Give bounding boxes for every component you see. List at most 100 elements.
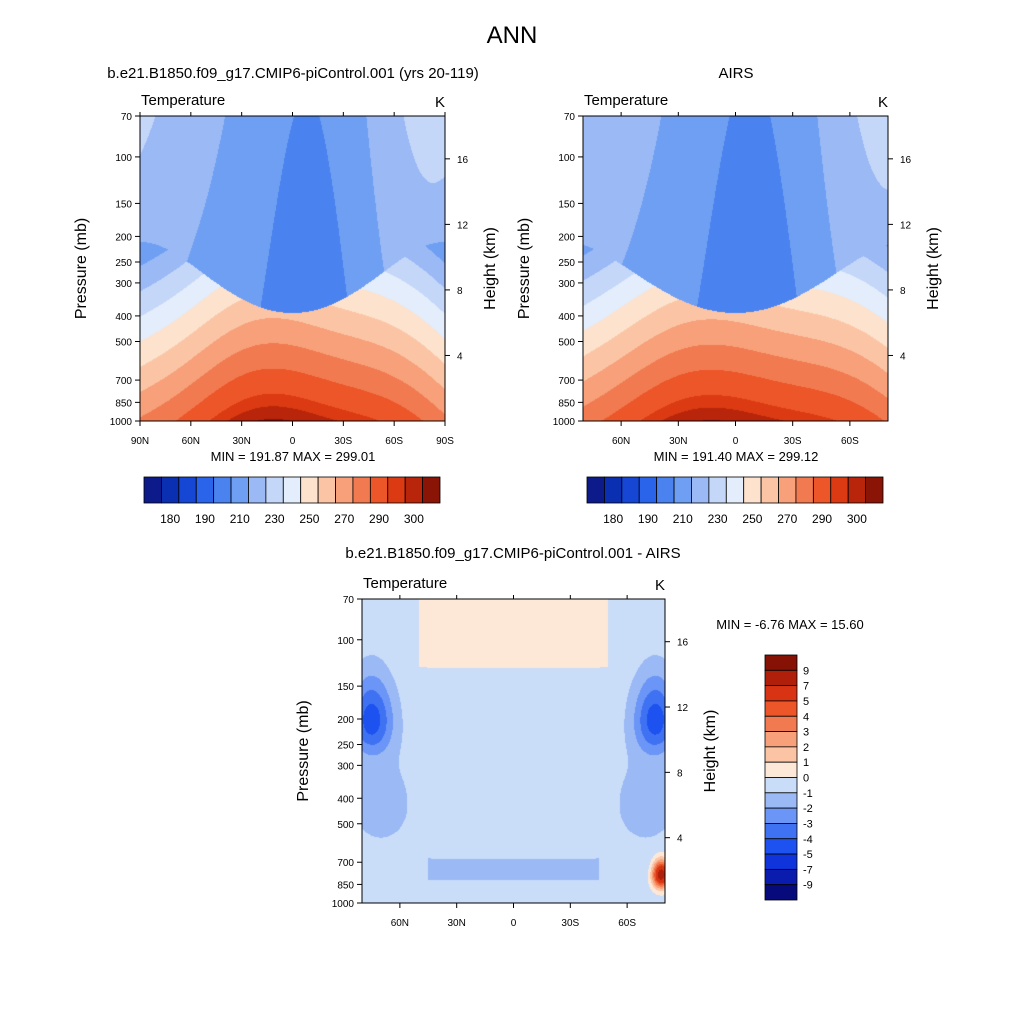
diff-pressure-tick: 850 bbox=[337, 880, 354, 891]
model-pressure-tick: 70 bbox=[121, 112, 133, 123]
model-colorbar-swatch bbox=[404, 476, 423, 504]
diff-colorbar-swatch bbox=[764, 731, 798, 748]
diff-colorbar-label: 1 bbox=[803, 757, 809, 769]
obs-lat-tick: 60S bbox=[841, 436, 859, 447]
model-panel-title: b.e21.B1850.f09_g17.CMIP6-piControl.001 … bbox=[107, 65, 479, 82]
model-colorbar-swatch bbox=[248, 476, 267, 504]
diff-colorbar-swatch bbox=[764, 884, 798, 901]
diff-pressure-tick: 250 bbox=[337, 741, 354, 752]
obs-pressure-tick: 70 bbox=[564, 112, 576, 123]
diff-height-tick: 8 bbox=[677, 768, 683, 779]
diff-ylabel: Pressure (mb) bbox=[295, 700, 312, 801]
diff-height-tick: 16 bbox=[677, 638, 689, 649]
obs-colorbar-swatch bbox=[656, 476, 675, 504]
model-colorbar-swatch bbox=[422, 476, 441, 504]
diff-colorbar-swatch bbox=[764, 746, 798, 763]
obs-height-tick: 8 bbox=[900, 286, 906, 297]
model-lat-tick: 60N bbox=[182, 436, 200, 447]
obs-height-tick: 16 bbox=[900, 155, 912, 166]
model-pressure-tick: 1000 bbox=[110, 417, 133, 428]
diff-colorbar-label: 0 bbox=[803, 773, 809, 785]
model-colorbar-label: 290 bbox=[369, 512, 389, 526]
obs-lat-tick: 30N bbox=[669, 436, 687, 447]
obs-panel-title: AIRS bbox=[718, 65, 753, 82]
diff-pressure-tick: 150 bbox=[337, 682, 354, 693]
obs-pressure-tick: 200 bbox=[558, 232, 575, 243]
model-stats: MIN = 191.87 MAX = 299.01 bbox=[211, 449, 376, 464]
model-colorbar-swatch bbox=[178, 476, 197, 504]
diff-colorbar-swatch bbox=[764, 838, 798, 855]
diff-height-tick: 4 bbox=[677, 834, 683, 845]
model-colorbar-swatch bbox=[317, 476, 336, 504]
model-colorbar-swatch bbox=[265, 476, 284, 504]
obs-ylabel: Pressure (mb) bbox=[516, 218, 533, 319]
diff-colorbar-label: -5 bbox=[803, 849, 813, 861]
obs-colorbar-label: 270 bbox=[777, 512, 797, 526]
model-pressure-tick: 250 bbox=[115, 258, 132, 269]
diff-pressure-tick: 400 bbox=[337, 794, 354, 805]
diff-colorbar-label: 9 bbox=[803, 665, 809, 677]
obs-pressure-tick: 500 bbox=[558, 338, 575, 349]
model-lat-tick: 60S bbox=[385, 436, 403, 447]
model-colorbar-label: 190 bbox=[195, 512, 215, 526]
obs-y2label: Height (km) bbox=[925, 227, 942, 310]
obs-pressure-tick: 1000 bbox=[553, 417, 576, 428]
model-colorbar-label: 300 bbox=[404, 512, 424, 526]
model-pressure-tick: 700 bbox=[115, 376, 132, 387]
diff-colorbar-swatch bbox=[764, 654, 798, 671]
obs-colorbar-label: 230 bbox=[708, 512, 728, 526]
model-pressure-tick: 300 bbox=[115, 279, 132, 290]
model-colorbar-label: 270 bbox=[334, 512, 354, 526]
model-colorbar-label: 180 bbox=[160, 512, 180, 526]
diff-colorbar-label: 5 bbox=[803, 696, 809, 708]
diff-panel-title: b.e21.B1850.f09_g17.CMIP6-piControl.001 … bbox=[345, 545, 680, 562]
obs-height-tick: 12 bbox=[900, 220, 912, 231]
obs-units-label: K bbox=[878, 94, 888, 111]
obs-colorbar-swatch bbox=[725, 476, 745, 504]
diff-pressure-tick: 1000 bbox=[332, 899, 355, 910]
model-lat-tick: 0 bbox=[290, 436, 296, 447]
model-colorbar-label: 250 bbox=[299, 512, 319, 526]
model-colorbar-swatch bbox=[213, 476, 232, 504]
panel-diff: 7010015020025030040050070085010004812166… bbox=[295, 545, 864, 929]
model-units-label: K bbox=[435, 94, 445, 111]
panels: 7010015020025030040050070085010004812169… bbox=[73, 65, 942, 929]
model-height-tick: 4 bbox=[457, 351, 463, 362]
obs-pressure-tick: 250 bbox=[558, 258, 575, 269]
diff-pressure-tick: 500 bbox=[337, 820, 354, 831]
diff-units-label: K bbox=[655, 577, 665, 594]
obs-colorbar-swatch bbox=[795, 476, 814, 504]
obs-lat-tick: 60N bbox=[612, 436, 630, 447]
obs-colorbar-swatch bbox=[847, 476, 866, 504]
obs-colorbar-swatch bbox=[830, 476, 849, 504]
diff-pressure-tick: 70 bbox=[343, 595, 355, 606]
obs-contour-fill bbox=[583, 116, 888, 421]
model-colorbar-label: 210 bbox=[230, 512, 250, 526]
obs-pressure-tick: 700 bbox=[558, 376, 575, 387]
diff-contour-fill bbox=[362, 599, 665, 903]
obs-colorbar-label: 180 bbox=[603, 512, 623, 526]
diff-pressure-tick: 100 bbox=[337, 636, 354, 647]
diff-y2label: Height (km) bbox=[702, 710, 719, 793]
diff-colorbar-swatch bbox=[764, 792, 798, 809]
obs-stats: MIN = 191.40 MAX = 299.12 bbox=[654, 449, 819, 464]
diff-pressure-tick: 300 bbox=[337, 761, 354, 772]
obs-pressure-tick: 300 bbox=[558, 279, 575, 290]
diff-pressure-tick: 700 bbox=[337, 858, 354, 869]
model-colorbar-swatch bbox=[230, 476, 249, 504]
obs-lat-tick: 30S bbox=[784, 436, 802, 447]
model-pressure-tick: 100 bbox=[115, 153, 132, 164]
obs-height-tick: 4 bbox=[900, 351, 906, 362]
model-height-tick: 12 bbox=[457, 220, 469, 231]
model-colorbar-swatch bbox=[335, 476, 354, 504]
obs-lat-tick: 0 bbox=[733, 436, 739, 447]
model-colorbar-swatch bbox=[282, 476, 302, 504]
panel-model: 70 100 150 200 250 300 400 500 700 850 1000 4 8 12 16 9… bbox=[73, 65, 499, 526]
diff-colorbar-swatch bbox=[764, 761, 798, 778]
diff-height-tick: 12 bbox=[677, 703, 689, 714]
obs-colorbar-label: 250 bbox=[742, 512, 762, 526]
diff-colorbar-label: 2 bbox=[803, 742, 809, 754]
model-lat-tick: 90S bbox=[436, 436, 454, 447]
model-pressure-tick: 400 bbox=[115, 312, 132, 323]
diff-colorbar-swatch bbox=[764, 868, 798, 886]
